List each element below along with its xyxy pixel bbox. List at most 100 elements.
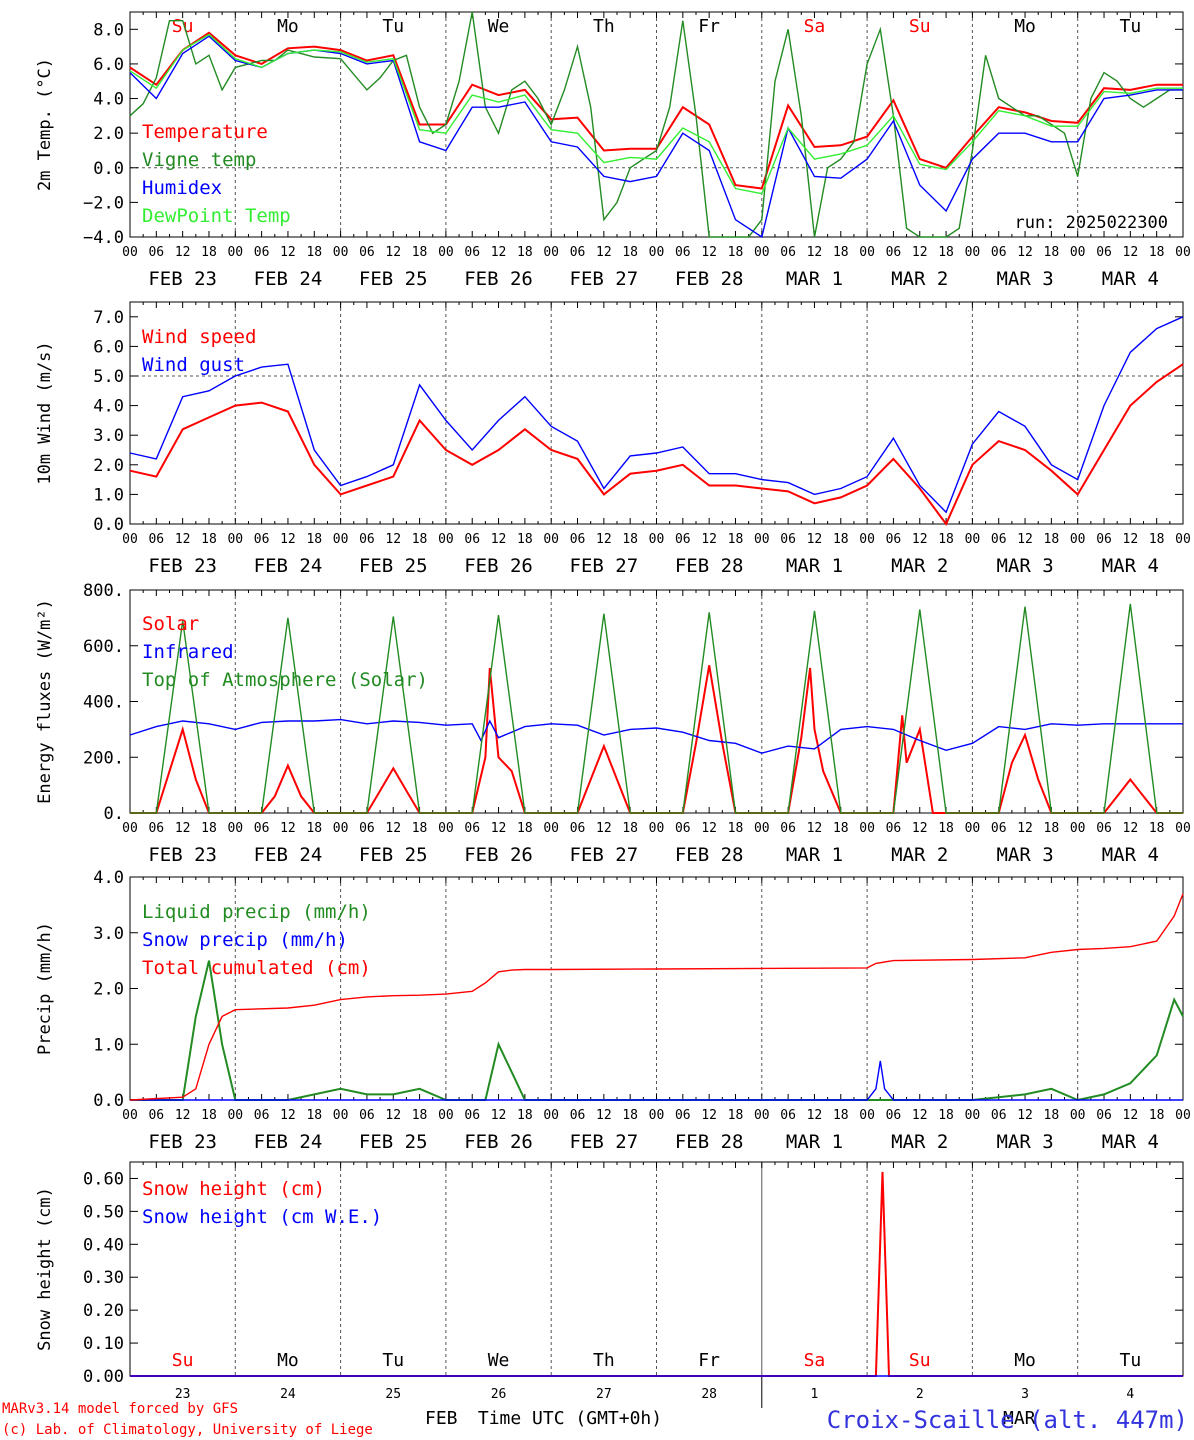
panel2-date-label: FEB 23 — [148, 555, 217, 577]
panel3-hour-label: 18 — [306, 821, 322, 836]
panel4-date-label: MAR 2 — [891, 1131, 948, 1153]
panel4-hour-label: 12 — [280, 1108, 296, 1123]
panel5-weekday-label: We — [488, 1350, 510, 1371]
panel5-weekday-label: Mo — [1014, 1350, 1036, 1371]
panel3-date-label: FEB 27 — [570, 844, 639, 866]
panel1-hour-label: 00 — [754, 245, 770, 260]
panel2-hour-label: 00 — [333, 532, 349, 547]
panel2-hour-label: 12 — [1017, 532, 1033, 547]
panel1-weekday-label: Tu — [382, 16, 404, 37]
panel5-weekday-label: Su — [909, 1350, 931, 1371]
panel5-ytick-label: 0.00 — [83, 1367, 124, 1387]
panel1-ytick-label: −4.0 — [83, 228, 124, 248]
panel1-hour-label: 12 — [491, 245, 507, 260]
panel5-day-number: 4 — [1126, 1387, 1134, 1402]
panel1-hour-label: 18 — [201, 245, 217, 260]
panel2-date-label: MAR 2 — [891, 555, 948, 577]
panel3-date-label: FEB 25 — [359, 844, 428, 866]
panel3-hour-label: 12 — [912, 821, 928, 836]
panel4-hour-label: 00 — [227, 1108, 243, 1123]
panel2-hour-label: 18 — [412, 532, 428, 547]
panel3-hour-label: 18 — [938, 821, 954, 836]
panel1-ytick-label: 2.0 — [93, 124, 124, 144]
panel5-weekday-label: Sa — [804, 1350, 826, 1371]
panel4-hour-label: 12 — [491, 1108, 507, 1123]
panel4-date-label: FEB 26 — [464, 1131, 533, 1153]
panel1-hour-label: 06 — [570, 245, 586, 260]
panel5-day-number: 23 — [175, 1387, 191, 1402]
panel3-hour-label: 06 — [675, 821, 691, 836]
panel4-hour-label: 18 — [1044, 1108, 1060, 1123]
panel1-legend-entry: DewPoint Temp — [142, 205, 291, 227]
panel5-series-line — [130, 1171, 1183, 1377]
panel1-hour-label: 06 — [1096, 245, 1112, 260]
panel3-hour-label: 18 — [833, 821, 849, 836]
panel3-hour-label: 18 — [517, 821, 533, 836]
panel2-hour-label: 06 — [570, 532, 586, 547]
panel3-hour-label: 12 — [1017, 821, 1033, 836]
panel4-ytick-label: 4.0 — [93, 868, 124, 888]
panel3-date-label: FEB 23 — [148, 844, 217, 866]
panel5-day-number: 2 — [916, 1387, 924, 1402]
panel2-hour-label: 00 — [543, 532, 559, 547]
panel5-day-number: 27 — [596, 1387, 612, 1402]
panel3-hour-label: 18 — [728, 821, 744, 836]
panel1-ytick-label: 6.0 — [93, 55, 124, 75]
panel3-ylabel: Energy fluxes (W/m²) — [35, 599, 55, 804]
panel1-date-label: MAR 4 — [1102, 268, 1159, 290]
panel5-weekday-label: Fr — [698, 1350, 720, 1371]
panel1-legend-entry: Humidex — [142, 177, 222, 199]
panel2-ytick-label: 6.0 — [93, 337, 124, 357]
panel4-hour-label: 06 — [991, 1108, 1007, 1123]
panel5-legend-entry: Snow height (cm) — [142, 1178, 325, 1200]
panel1-hour-label: 00 — [438, 245, 454, 260]
panel3-hour-label: 06 — [886, 821, 902, 836]
panel1-hour-label: 12 — [385, 245, 401, 260]
panel4-hour-label: 12 — [596, 1108, 612, 1123]
panel4-hour-label: 06 — [675, 1108, 691, 1123]
panel4-ytick-label: 3.0 — [93, 924, 124, 944]
panel3-hour-label: 06 — [1096, 821, 1112, 836]
credit-line-2: (c) Lab. of Climatology, University of L… — [2, 1422, 373, 1438]
panel2-hour-label: 06 — [1096, 532, 1112, 547]
panel4-ylabel: Precip (mm/h) — [35, 922, 55, 1055]
panel4-legend-entry: Total cumulated (cm) — [142, 957, 371, 979]
panel4-hour-label: 12 — [175, 1108, 191, 1123]
panel1-date-label: MAR 1 — [786, 268, 843, 290]
panel4-hour-label: 18 — [728, 1108, 744, 1123]
panel3-date-label: FEB 28 — [675, 844, 744, 866]
panel2-hour-label: 06 — [991, 532, 1007, 547]
panel1-weekday-label: Sa — [804, 16, 826, 37]
panel2-hour-label: 18 — [622, 532, 638, 547]
panel4-hour-label: 00 — [754, 1108, 770, 1123]
panel3-hour-label: 12 — [596, 821, 612, 836]
panel1-hour-label: 00 — [227, 245, 243, 260]
panel4-hour-label: 18 — [938, 1108, 954, 1123]
panel4-hour-label: 00 — [649, 1108, 665, 1123]
credit-line-1: MARv3.14 model forced by GFS — [2, 1401, 238, 1417]
panel4-series-line — [130, 1060, 1183, 1101]
panel3-date-label: MAR 3 — [996, 844, 1053, 866]
panel1-hour-label: 18 — [412, 245, 428, 260]
panel1-date-label: FEB 25 — [359, 268, 428, 290]
panel4-date-label: FEB 27 — [570, 1131, 639, 1153]
panel3-hour-label: 06 — [780, 821, 796, 836]
month-overlap-left: FEB — [425, 1408, 458, 1429]
panel1-date-label: MAR 3 — [996, 268, 1053, 290]
panel3-hour-label: 00 — [1175, 821, 1191, 836]
panel3-hour-label: 12 — [175, 821, 191, 836]
panel1-ytick-label: 8.0 — [93, 20, 124, 40]
panel3-ytick-label: 600. — [83, 637, 124, 657]
panel4-hour-label: 12 — [807, 1108, 823, 1123]
panel3-date-label: FEB 26 — [464, 844, 533, 866]
panel2-hour-label: 12 — [491, 532, 507, 547]
panel1-hour-label: 00 — [859, 245, 875, 260]
panel2-date-label: FEB 27 — [570, 555, 639, 577]
panel4-hour-label: 00 — [859, 1108, 875, 1123]
panel5-legend-entry: Snow height (cm W.E.) — [142, 1206, 382, 1228]
panel1-ytick-label: −2.0 — [83, 193, 124, 213]
panel1-hour-label: 18 — [622, 245, 638, 260]
panel2-date-label: FEB 24 — [254, 555, 323, 577]
panel2-ytick-label: 4.0 — [93, 397, 124, 417]
panel1-hour-label: 18 — [1044, 245, 1060, 260]
